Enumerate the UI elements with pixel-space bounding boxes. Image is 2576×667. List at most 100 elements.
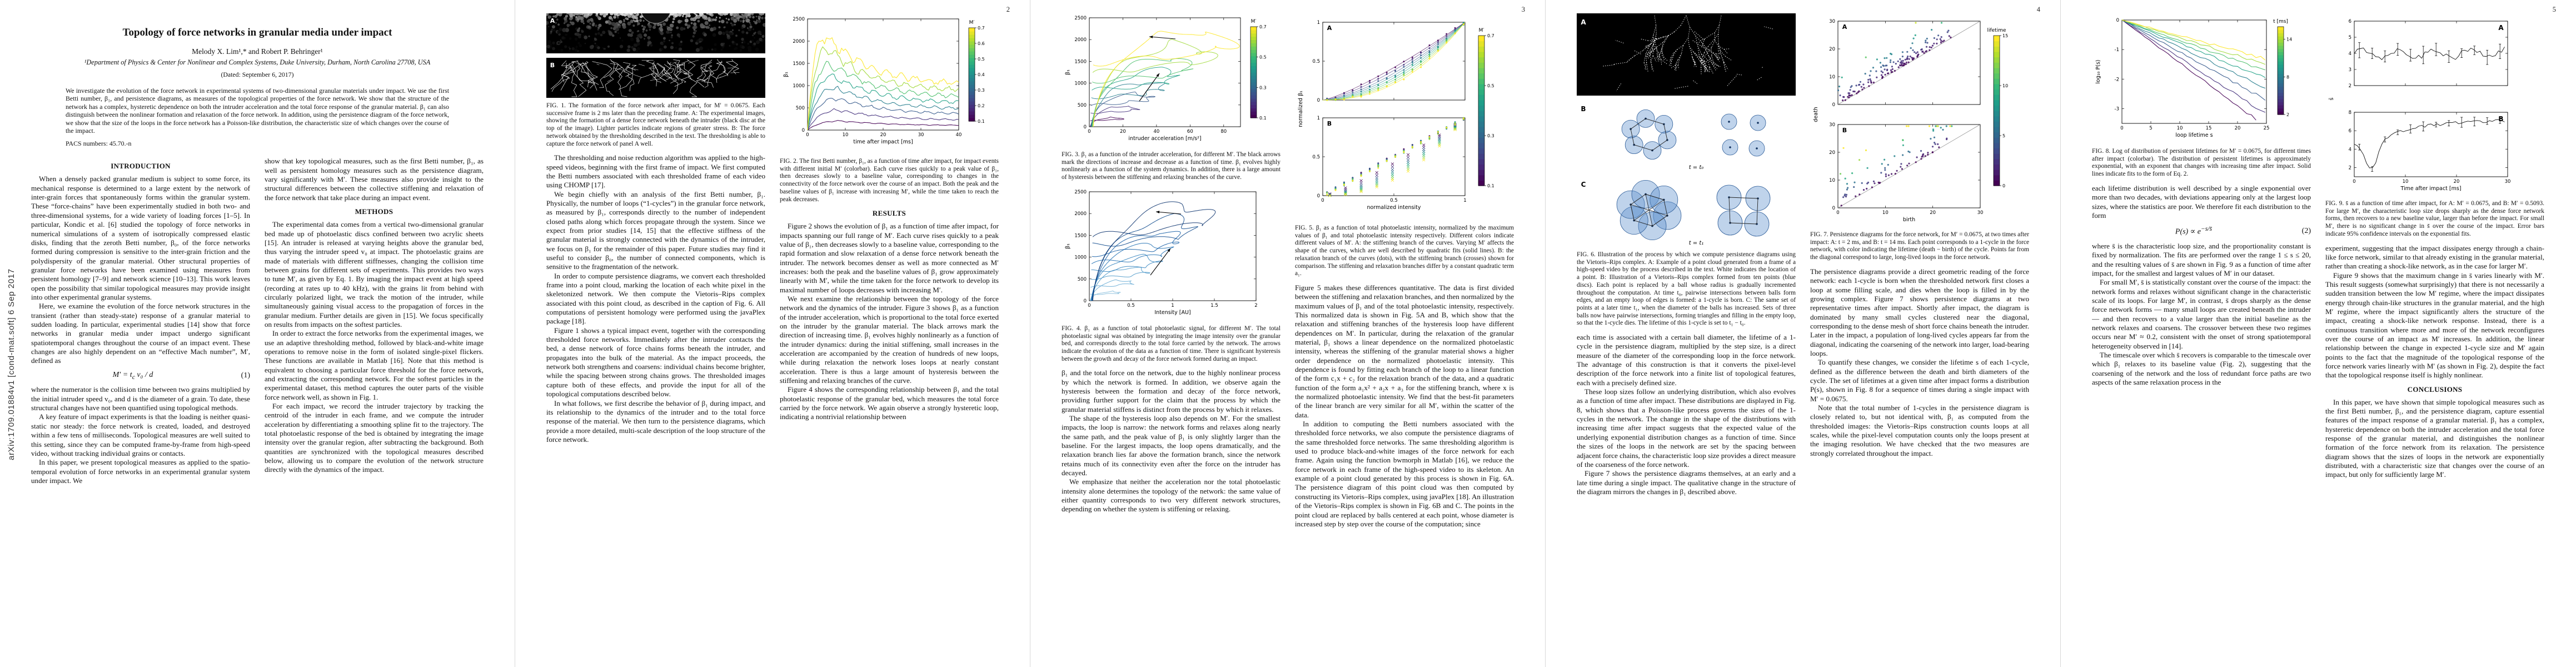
svg-text:time after impact [ms]: time after impact [ms] [853,139,913,145]
page-number: 3 [1521,6,1525,13]
page-1: arXiv:1709.01884v1 [cond-mat.soft] 6 Sep… [0,0,515,667]
body-paragraph: For each impact, we record the intruder … [265,402,484,474]
svg-text:0.3: 0.3 [1259,85,1267,90]
body-paragraph: Here, we examine the evolution of the fo… [31,302,250,365]
body-paragraph: Figure 5 makes these differences quantit… [1295,283,1514,419]
svg-text:14: 14 [2286,37,2292,42]
equation-2-body: P(s) ∝ e−s/s̄ [2175,225,2213,236]
figure-8-caption: FIG. 8. Log of distribution of persisten… [2092,148,2311,178]
svg-text:t = t₀: t = t₀ [1689,165,1704,171]
page-5: 5 0 5 10 15 20 25 0 -1 -2 -3 loop lifetime s log₁₀ … [2061,0,2576,667]
svg-text:0.5: 0.5 [1390,198,1398,203]
page-1-columns: INTRODUCTION When a densely packed granul… [31,157,484,655]
svg-text:1: 1 [1463,198,1466,203]
svg-text:lifetime: lifetime [1987,28,2006,33]
svg-text:2500: 2500 [793,17,805,22]
svg-text:0.4: 0.4 [978,72,985,77]
svg-text:1000: 1000 [1074,81,1087,87]
svg-text:0.6: 0.6 [978,41,985,46]
svg-text:20: 20 [1930,210,1936,216]
figure-4-plot: 0 0.5 1 1.5 2 0 500 1000 1500 2000 2500 Intensity [… [1065,190,1258,316]
body-paragraph: each lifetime distribution is well descr… [2092,183,2311,220]
svg-text:10: 10 [1829,74,1835,80]
svg-text:1: 1 [1171,303,1174,308]
section-heading: CONCLUSIONS [2407,385,2463,394]
svg-text:normalized intensity: normalized intensity [1367,205,1421,211]
body-paragraph: We next examine the relationship between… [780,294,999,385]
svg-text:B: B [1581,105,1586,113]
svg-text:1000: 1000 [1074,255,1087,260]
svg-text:30: 30 [1977,210,1984,216]
svg-text:0: 0 [2116,18,2119,23]
paper-title: Topology of force networks in granular m… [122,27,392,38]
text-block: where s̄ is the characteristic loop size… [2092,242,2311,387]
svg-text:A: A [1327,24,1332,32]
text-block: where the numerator is the collision tim… [31,385,250,485]
svg-text:15: 15 [2206,126,2212,131]
body-paragraph: When a densely packed granular medium is… [31,175,250,301]
paper-affiliation: ¹Department of Physics & Center for Nonl… [84,58,431,66]
svg-text:4: 4 [2349,51,2351,57]
svg-text:0: 0 [1832,102,1835,108]
section-heading: METHODS [355,207,393,216]
svg-text:10: 10 [1829,178,1835,183]
svg-text:0: 0 [2002,183,2005,188]
svg-text:0.3: 0.3 [978,88,985,93]
figure-1-caption: FIG. 1. The formation of the force netwo… [546,102,765,147]
figure-1-graphic: AB [546,13,765,98]
page-3-columns: 0 20 40 60 80 0 500 1000 1500 2000 2500 intruder ac… [1062,13,1514,655]
figure-8-plot: 0 5 10 15 20 25 0 -1 -2 -3 loop lifetime s log₁₀ P(… [2095,18,2292,138]
text-block: show that key topological measures, such… [265,157,484,474]
svg-text:A: A [2498,24,2504,32]
svg-text:s̄: s̄ [2329,97,2335,100]
equation-1-body: M′ = tc v₀ / d [112,370,153,381]
svg-text:0.1: 0.1 [1487,183,1494,188]
svg-text:20: 20 [1829,150,1835,156]
svg-text:20: 20 [1120,129,1126,135]
text-block: The thresholding and noise reduction alg… [546,153,765,444]
equation-2-number: (2) [2301,226,2311,235]
svg-text:8: 8 [2349,110,2351,116]
svg-text:1: 1 [1317,20,1320,26]
svg-text:B: B [1327,120,1332,127]
arxiv-stamp: arXiv:1709.01884v1 [cond-mat.soft] 6 Sep… [7,268,16,460]
text-block: each lifetime distribution is well descr… [2092,184,2311,220]
svg-text:2500: 2500 [1074,16,1087,21]
svg-text:birth: birth [1903,217,1915,223]
body-paragraph: The shape of the hysteresis loop also de… [1062,414,1280,477]
svg-text:2: 2 [2349,83,2351,89]
page2-right-column: 0 10 20 30 40 0 500 1000 1500 2000 2500 time after … [780,13,999,655]
text-block: RESULTS Figure 2 shows the evolution of β… [780,209,999,422]
svg-text:β₁: β₁ [1065,69,1071,75]
svg-text:10: 10 [843,132,849,138]
figure-6-illustration: A Bt = t₀ Ct = t₁ [1577,13,1796,246]
figure-9: 2 3 4 5 6 A 0 10 20 30 2 4 6 8 B Time after impact [ms]… [2325,13,2544,198]
body-paragraph: each time is associated with a certain b… [1577,333,1796,387]
svg-text:2000: 2000 [1074,211,1087,217]
page-5-columns: 0 5 10 15 20 25 0 -1 -2 -3 loop lifetime s log₁₀ P(… [2092,13,2545,655]
svg-text:M′: M′ [1251,19,1257,24]
svg-text:0.5: 0.5 [1127,303,1135,308]
body-paragraph: For small M′, s̄ is statistically consta… [2092,278,2311,350]
svg-text:500: 500 [1078,277,1087,282]
svg-text:0.7: 0.7 [1259,24,1267,29]
svg-text:0.3: 0.3 [1487,133,1494,138]
svg-text:0: 0 [1832,206,1835,211]
svg-text:0.2: 0.2 [978,103,985,108]
figure-3-caption: FIG. 3. β₁ as a function of the intruder… [1062,151,1280,181]
body-paragraph: where s̄ is the characteristic loop size… [2092,241,2311,277]
svg-text:20: 20 [1829,47,1835,52]
svg-text:-2: -2 [2115,77,2119,82]
body-paragraph: Figure 1 shows a typical impact event, t… [546,326,765,399]
svg-text:40: 40 [956,132,962,138]
svg-text:Intensity [AU]: Intensity [AU] [1154,310,1190,316]
